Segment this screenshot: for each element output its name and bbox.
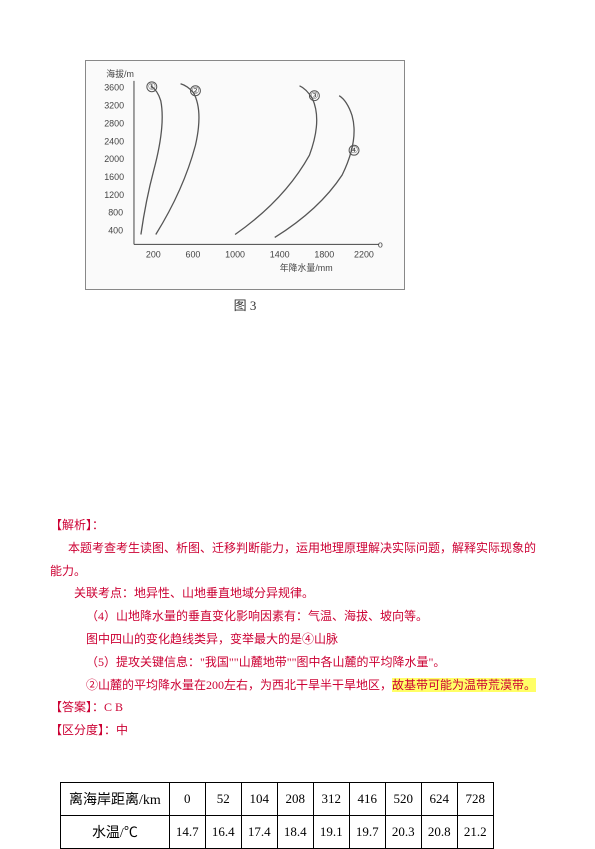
row-label: 水温/℃: [61, 815, 170, 848]
xtick: 1400: [270, 249, 290, 259]
ytick: 2000: [104, 154, 124, 164]
marker-label-2: ②: [191, 86, 199, 96]
ytick: 2400: [104, 136, 124, 146]
x-axis-label: 年降水量/mm: [280, 262, 333, 273]
col-header: 520: [385, 782, 421, 815]
col-header: 52: [205, 782, 241, 815]
analysis-line4: 图中四山的变化趋线类异，变举最大的是④山脉: [50, 628, 545, 651]
col-header: 624: [421, 782, 457, 815]
ytick: 800: [108, 208, 123, 218]
table-row: 离海岸距离/km 0 52 104 208 312 416 520 624 72…: [61, 782, 494, 815]
xtick: 2200: [354, 249, 374, 259]
chart-svg: 海拔/m 3600 3200 2800 2400 2000 1600 1200 …: [86, 61, 404, 289]
cell: 19.1: [313, 815, 349, 848]
xtick: 200: [146, 249, 161, 259]
x-axis-arrow: o: [378, 239, 383, 249]
cell: 19.7: [349, 815, 385, 848]
ytick: 3600: [104, 83, 124, 93]
col-header: 312: [313, 782, 349, 815]
answer-value: C B: [104, 700, 123, 714]
analysis-line6-highlight: 故基带可能为温带荒漠带。: [392, 678, 536, 692]
data-table: 离海岸距离/km 0 52 104 208 312 416 520 624 72…: [60, 782, 494, 849]
col-header: 728: [457, 782, 493, 815]
cell: 20.3: [385, 815, 421, 848]
col-header: 离海岸距离/km: [61, 782, 170, 815]
cell: 14.7: [169, 815, 205, 848]
ytick: 2800: [104, 118, 124, 128]
y-axis-label: 海拔/m: [106, 68, 134, 79]
chart-caption: 图 3: [85, 295, 405, 314]
ytick: 400: [108, 225, 123, 235]
analysis-line2: 关联考点：地异性、山地垂直地域分异规律。: [50, 582, 545, 605]
answer-label: 【答案】：: [50, 700, 104, 714]
analysis-line3: （4）山地降水量的垂直变化影响因素有：气温、海拔、坡向等。: [50, 605, 545, 628]
marker-label-1: ①: [148, 82, 156, 92]
marker-label-4: ④: [350, 145, 358, 155]
analysis-heading: 【解析】：: [50, 514, 545, 537]
table-row: 水温/℃ 14.7 16.4 17.4 18.4 19.1 19.7 20.3 …: [61, 815, 494, 848]
cell: 18.4: [277, 815, 313, 848]
difficulty-label: 【区分度】：: [50, 723, 116, 737]
curve-1: [141, 86, 162, 235]
xtick: 600: [186, 249, 201, 259]
analysis-line5: （5）提攻关键信息："我国""山麓地带""图中各山麓的平均降水量"。: [50, 651, 545, 674]
difficulty-line: 【区分度】：中: [50, 719, 545, 742]
col-header: 104: [241, 782, 277, 815]
analysis-line6: ②山麓的平均降水量在200左右，为西北干旱半干旱地区，故基带可能为温带荒漠带。: [50, 674, 545, 697]
xtick: 1800: [314, 249, 334, 259]
marker-label-3: ③: [310, 91, 318, 101]
ytick: 1600: [104, 172, 124, 182]
curve-3: [235, 86, 317, 235]
col-header: 416: [349, 782, 385, 815]
analysis-line1: 本题考查考生读图、析图、迁移判断能力，运用地理原理解决实际问题，解释实际现象的能…: [50, 537, 545, 583]
cell: 16.4: [205, 815, 241, 848]
analysis-line6-pre: ②山麓的平均降水量在200左右，为西北干旱半干旱地区，: [86, 678, 392, 692]
difficulty-value: 中: [116, 723, 128, 737]
ytick: 1200: [104, 190, 124, 200]
col-header: 0: [169, 782, 205, 815]
water-temp-table: 离海岸距离/km 0 52 104 208 312 416 520 624 72…: [60, 782, 545, 849]
xtick: 1000: [225, 249, 245, 259]
cell: 21.2: [457, 815, 493, 848]
answer-line: 【答案】：C B: [50, 696, 545, 719]
col-header: 208: [277, 782, 313, 815]
cell: 17.4: [241, 815, 277, 848]
analysis-section: 【解析】： 本题考查考生读图、析图、迁移判断能力，运用地理原理解决实际问题，解释…: [50, 514, 545, 742]
precipitation-elevation-chart: 海拔/m 3600 3200 2800 2400 2000 1600 1200 …: [85, 60, 405, 290]
ytick: 3200: [104, 101, 124, 111]
curve-4: [275, 96, 354, 238]
cell: 20.8: [421, 815, 457, 848]
